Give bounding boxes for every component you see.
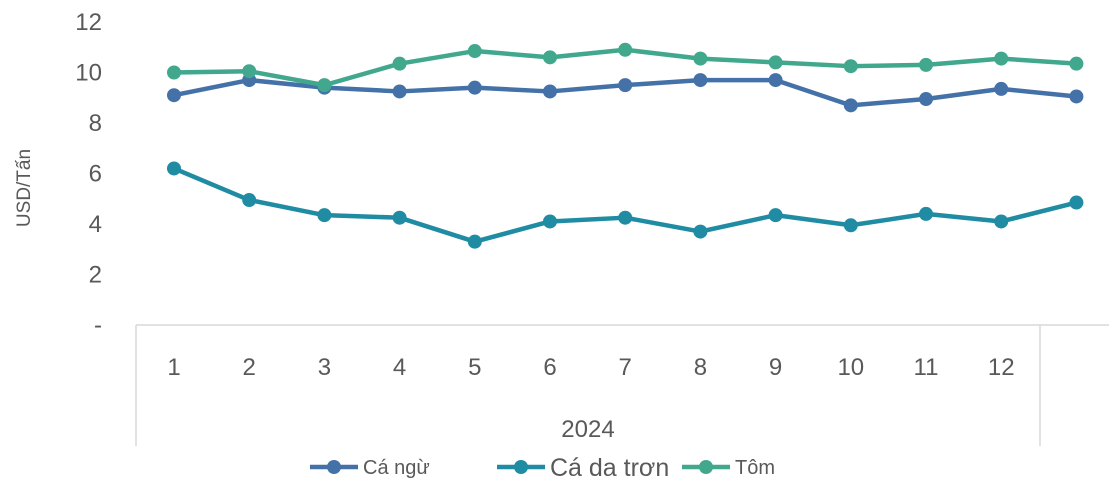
y-tick-label: 2	[89, 262, 102, 289]
legend: Cá ngừ Cá da trơn Tôm	[310, 454, 775, 479]
data-point	[994, 214, 1009, 229]
legend-swatch-marker	[327, 460, 341, 474]
legend-label: Cá da trơn	[550, 454, 669, 479]
data-point	[618, 42, 633, 57]
data-point	[768, 208, 783, 223]
x-tick-label: 8	[694, 354, 707, 381]
x-tick-label: 9	[769, 354, 782, 381]
x-tick-label: 12	[988, 354, 1015, 381]
data-point	[618, 78, 633, 93]
data-point	[919, 57, 933, 72]
data-point	[467, 234, 482, 249]
x-tick-label: 10	[837, 354, 864, 381]
data-point	[392, 56, 407, 71]
data-point	[1069, 89, 1084, 104]
data-point	[768, 55, 783, 70]
data-point	[693, 51, 708, 66]
data-point	[919, 92, 933, 107]
y-tick-label: 8	[89, 110, 102, 137]
x-axis-ticks: 1 2 3 4 5 6 7 8 9 10 11 12	[167, 354, 1014, 381]
data-point	[768, 73, 783, 88]
data-point	[543, 214, 557, 229]
x-tick-label: 4	[393, 354, 406, 381]
data-point	[167, 161, 181, 176]
y-tick-label: 4	[89, 211, 102, 238]
data-point	[167, 65, 181, 80]
data-point	[843, 98, 858, 113]
x-tick-label: 7	[619, 354, 632, 381]
data-point	[543, 84, 557, 99]
legend-swatch-marker	[514, 460, 528, 474]
data-point	[1069, 195, 1084, 210]
data-point	[467, 80, 482, 95]
y-axis-ticks: - 2 4 6 8 10 12	[75, 9, 102, 339]
y-tick-label: 12	[75, 9, 102, 36]
x-tick-label: 11	[914, 354, 939, 381]
legend-swatch-marker	[699, 460, 713, 474]
data-point	[693, 224, 708, 239]
data-point	[467, 44, 482, 59]
data-point	[994, 81, 1009, 96]
data-point	[392, 84, 407, 99]
data-point	[693, 73, 708, 88]
data-point	[167, 88, 181, 103]
data-point	[994, 51, 1009, 66]
x-tick-label: 6	[543, 354, 556, 381]
data-point	[843, 218, 858, 233]
x-tick-label: 5	[468, 354, 481, 381]
data-point	[919, 206, 933, 221]
data-point	[317, 208, 332, 223]
y-axis-title: USD/Tấn	[14, 149, 35, 227]
data-point	[392, 210, 407, 225]
x-tick-label: 1	[167, 354, 180, 381]
series-layer	[167, 42, 1084, 249]
data-point	[618, 210, 633, 225]
series-line	[171, 166, 1079, 244]
x-group-label: 2024	[561, 416, 614, 443]
y-tick-label: -	[94, 312, 102, 339]
data-point	[543, 50, 557, 65]
x-tick-label: 3	[318, 354, 331, 381]
data-point	[843, 59, 858, 74]
data-point	[1069, 56, 1084, 71]
x-axis: 2024	[135, 324, 1109, 446]
y-tick-label: 10	[75, 60, 102, 87]
y-tick-label: 6	[89, 161, 102, 188]
data-point	[317, 78, 332, 93]
legend-label: Cá ngừ	[363, 457, 430, 479]
legend-label: Tôm	[735, 457, 775, 479]
data-point	[242, 64, 257, 79]
x-tick-label: 2	[243, 354, 256, 381]
data-point	[242, 193, 257, 208]
